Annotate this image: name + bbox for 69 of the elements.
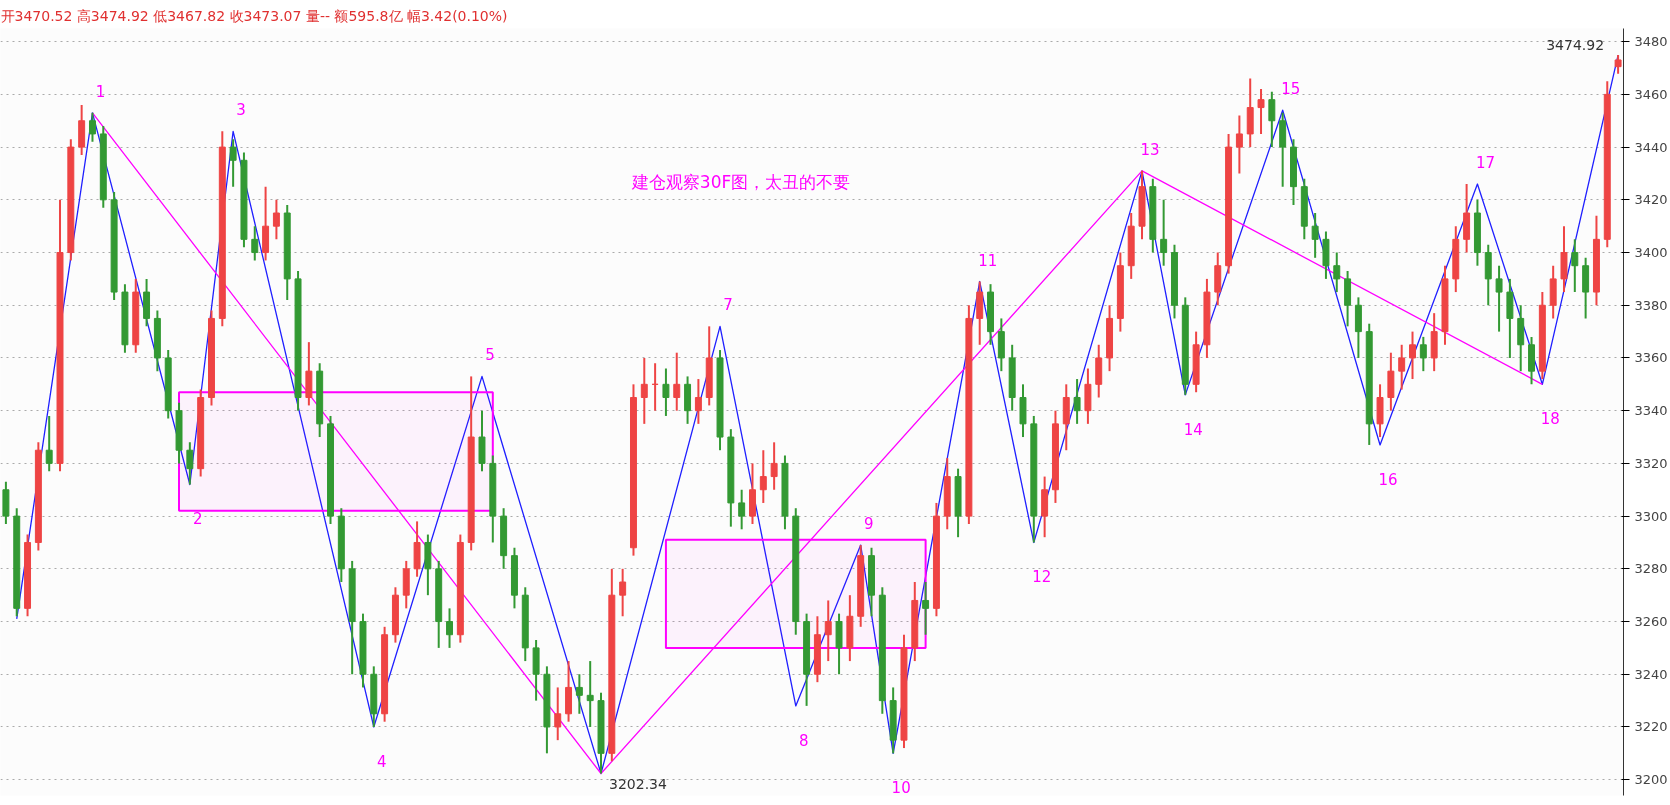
annotation: 4 bbox=[377, 752, 387, 771]
candlestick bbox=[575, 673, 583, 715]
annotation: 3 bbox=[236, 101, 246, 120]
candlestick bbox=[922, 581, 930, 636]
annotation: 建仓观察30F图，太丑的不要 bbox=[630, 171, 851, 192]
y-tick-label: 3280 bbox=[1634, 561, 1668, 577]
candlestick bbox=[1333, 251, 1341, 294]
y-tick-label: 3240 bbox=[1634, 666, 1668, 682]
y-tick-label: 3360 bbox=[1634, 350, 1668, 366]
candlestick bbox=[586, 660, 594, 728]
annotation: 15 bbox=[1281, 80, 1301, 99]
candlestick bbox=[229, 138, 237, 188]
candlestick bbox=[1398, 343, 1406, 391]
y-tick-label: 3260 bbox=[1634, 614, 1668, 630]
candlestick bbox=[88, 111, 96, 143]
annotation: 8 bbox=[799, 731, 809, 750]
candlestick bbox=[1571, 238, 1579, 294]
y-tick-label: 3440 bbox=[1634, 139, 1668, 155]
y-tick-label: 3300 bbox=[1634, 508, 1668, 524]
candlestick bbox=[619, 567, 627, 618]
y-tick-label: 3460 bbox=[1634, 86, 1668, 102]
candlestick bbox=[272, 198, 280, 241]
candlestick bbox=[673, 351, 681, 412]
annotation: 9 bbox=[863, 515, 874, 534]
candlestick bbox=[45, 414, 53, 473]
annotation: 7 bbox=[723, 296, 733, 315]
annotation: 12 bbox=[1032, 568, 1052, 587]
annotation: 14 bbox=[1183, 420, 1203, 439]
annotation: 10 bbox=[891, 779, 911, 798]
annotation: 13 bbox=[1140, 140, 1160, 159]
candlestick bbox=[446, 607, 454, 649]
candlestick bbox=[738, 488, 746, 531]
y-tick-label: 3220 bbox=[1634, 719, 1668, 735]
candlestick bbox=[1160, 198, 1168, 267]
candlestick bbox=[694, 378, 702, 425]
candlestick bbox=[759, 449, 767, 504]
text: 开3470.52 高3474.92 低3467.82 收3473.07 量-- 额595.8亿 幅3.42(0.10%) bbox=[0, 7, 508, 24]
candlestick bbox=[1614, 54, 1622, 75]
y-tick-label: 3200 bbox=[1634, 772, 1668, 788]
y-tick-label: 3380 bbox=[1634, 297, 1668, 313]
y-tick-label: 3400 bbox=[1634, 245, 1668, 261]
candlestick bbox=[1409, 330, 1416, 381]
y-tick-label: 3340 bbox=[1634, 403, 1668, 419]
y-tick-label: 3320 bbox=[1634, 455, 1668, 471]
annotation: 1 bbox=[95, 82, 106, 101]
y-tick-label: 3480 bbox=[1634, 34, 1668, 50]
y-tick-label: 3420 bbox=[1634, 192, 1668, 208]
annotation: 11 bbox=[978, 251, 998, 270]
candlestick bbox=[662, 367, 670, 417]
candlestick bbox=[1268, 90, 1276, 149]
data-label: 3202.34 bbox=[609, 775, 667, 792]
candlestick bbox=[1073, 378, 1081, 425]
candlestick bbox=[1257, 88, 1265, 135]
candlestick bbox=[1235, 114, 1243, 175]
candlestick bbox=[640, 356, 648, 425]
candlestick bbox=[824, 599, 832, 663]
annotation: 2 bbox=[193, 510, 203, 529]
annotation: 5 bbox=[485, 346, 495, 365]
candlestick bbox=[186, 441, 194, 486]
annotation: 17 bbox=[1475, 154, 1495, 173]
candlestick bbox=[1495, 264, 1503, 333]
data-label: 3474.92 bbox=[1546, 37, 1605, 54]
annotation: 16 bbox=[1378, 470, 1398, 489]
annotation: 18 bbox=[1540, 410, 1560, 429]
candlestick bbox=[770, 441, 778, 491]
candlestick bbox=[251, 225, 259, 262]
candlestick bbox=[554, 686, 562, 742]
candlestick bbox=[1419, 335, 1427, 373]
candlestick bbox=[1311, 212, 1319, 259]
